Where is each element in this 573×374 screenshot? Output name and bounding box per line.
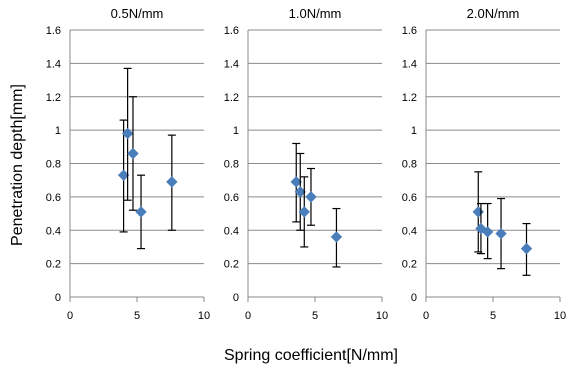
y-tick-label: 1 xyxy=(411,125,417,137)
chart-panels: 00.20.40.60.811.21.41.60 5 100.5N/mm00.20.… xyxy=(46,6,566,322)
x-tick-label: 0 xyxy=(67,310,73,322)
chart-panel-3: 0 0.2 0.4 0.6 0.8 1 1.2 1.4 1.6 0 5 10 2.0N/mm xyxy=(402,6,566,322)
y-tick-label: 0 xyxy=(55,292,61,304)
x-tick-label: 0 xyxy=(423,310,429,322)
y-tick-label: 1.6 xyxy=(224,25,239,37)
data-point xyxy=(472,206,484,218)
y-tick-label: 1.2 xyxy=(224,92,239,104)
data-point xyxy=(330,231,343,243)
y-tick-label: 0.4 xyxy=(224,225,239,237)
y-tick-label: 1.4 xyxy=(402,58,417,70)
chart-panel-1: 0 0.2 0.4 0.6 0.8 1 1.2 1.4 1.6 0 5 10 0.5N/mm xyxy=(46,6,210,322)
y-tick-label: 0.6 xyxy=(224,192,239,204)
x-tick-label: 5 xyxy=(312,310,318,322)
panel-title: 1.0N/mm xyxy=(289,6,342,21)
data-point xyxy=(290,176,302,188)
y-tick-label: 0.2 xyxy=(224,259,239,271)
panel-title: 2.0N/mm xyxy=(467,6,520,21)
data-point xyxy=(117,169,130,181)
x-tick-label: 5 xyxy=(134,310,140,322)
y-tick-label: 0.8 xyxy=(46,159,61,171)
data-point xyxy=(298,206,310,218)
x-tick-label: 10 xyxy=(554,310,566,322)
y-tick-label: 1.6 xyxy=(46,25,61,37)
y-tick-label: 0.2 xyxy=(402,259,417,271)
x-axis-label: Spring coefficient[N/mm] xyxy=(224,347,398,364)
y-tick-label: 1.2 xyxy=(46,92,61,104)
y-tick-label: 0.2 xyxy=(46,259,61,271)
y-tick-label: 1.2 xyxy=(402,92,417,104)
x-tick-label: 5 xyxy=(490,310,496,322)
data-point xyxy=(495,227,507,240)
x-tick-label: 10 xyxy=(376,310,388,322)
y-tick-label: 1 xyxy=(233,125,239,137)
y-axis-label: Penetration depth[mm] xyxy=(9,84,26,246)
data-point xyxy=(520,242,533,255)
y-tick-label: 0 xyxy=(411,292,417,304)
x-tick-label: 0 xyxy=(245,310,251,322)
y-tick-label: 0.4 xyxy=(402,225,417,237)
y-tick-label: 0.4 xyxy=(46,225,61,237)
y-tick-label: 1.4 xyxy=(46,58,61,70)
x-tick-label: 10 xyxy=(198,310,210,322)
data-point xyxy=(294,186,306,198)
y-tick-label: 0.6 xyxy=(402,192,417,204)
data-point xyxy=(127,147,139,160)
data-point xyxy=(135,206,147,218)
y-tick-label: 1 xyxy=(55,125,61,137)
y-tick-label: 0.6 xyxy=(46,192,61,204)
y-tick-label: 0.8 xyxy=(402,159,417,171)
panel-title: 0.5N/mm xyxy=(111,6,164,21)
data-point xyxy=(121,127,134,140)
y-tick-label: 0 xyxy=(233,292,239,304)
y-tick-label: 1.4 xyxy=(224,58,239,70)
data-point xyxy=(166,176,178,188)
y-tick-label: 1.6 xyxy=(402,25,417,37)
data-point xyxy=(481,226,494,238)
data-point xyxy=(305,191,317,203)
y-tick-label: 0.8 xyxy=(224,159,239,171)
chart-panel-2: 0 0.2 0.4 0.6 0.8 1 1.2 1.4 1.6 0 5 10 1.0N/mm xyxy=(224,6,388,322)
